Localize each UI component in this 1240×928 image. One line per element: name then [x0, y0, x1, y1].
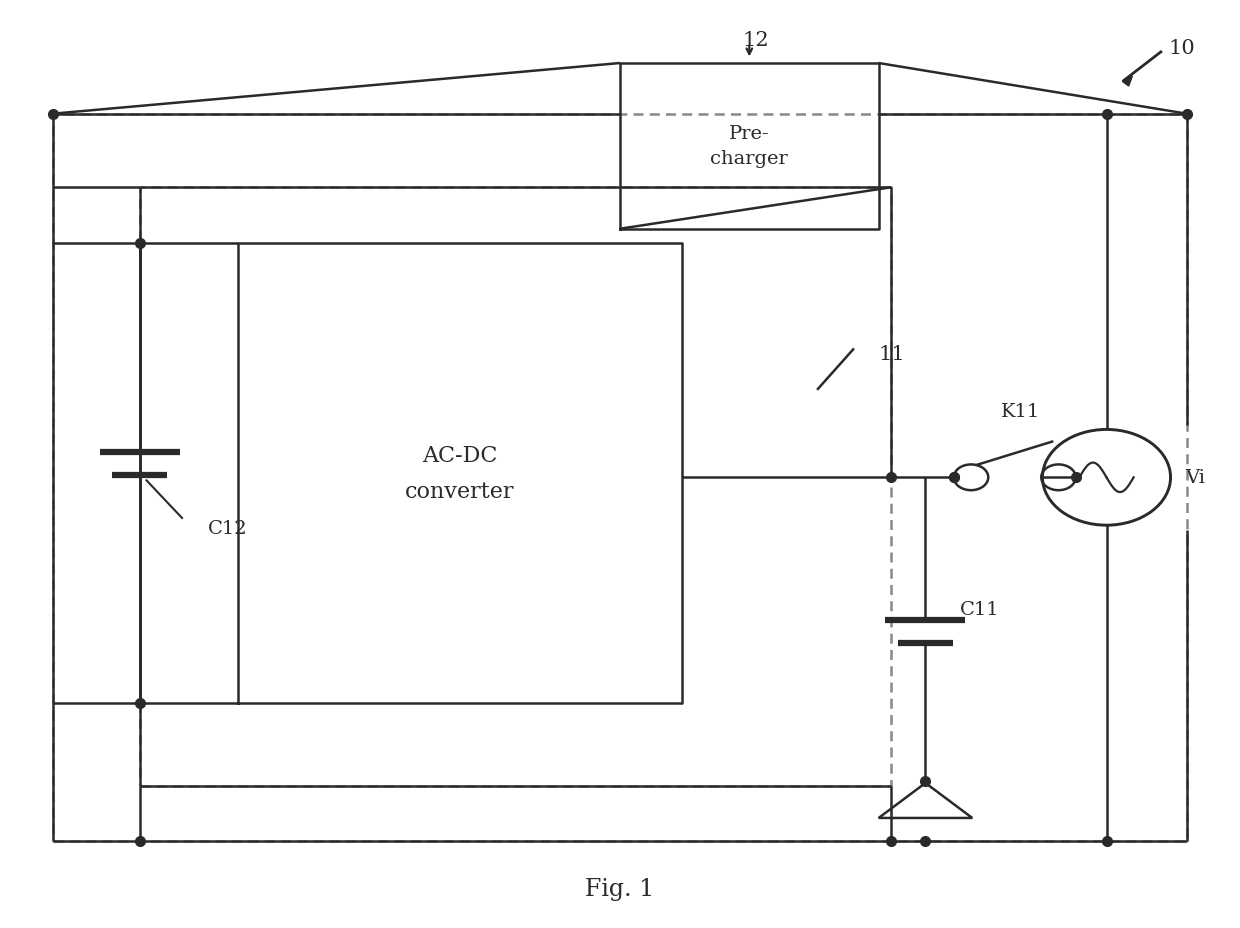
Text: AC-DC
converter: AC-DC converter	[405, 445, 515, 502]
Text: Pre-
charger: Pre- charger	[711, 125, 789, 168]
Text: K11: K11	[1001, 403, 1040, 420]
Text: C11: C11	[960, 599, 999, 618]
Text: Fig. 1: Fig. 1	[585, 877, 655, 900]
Polygon shape	[1122, 77, 1132, 87]
Text: C12: C12	[207, 520, 247, 537]
Text: 10: 10	[1168, 39, 1195, 58]
Text: Vi: Vi	[1185, 469, 1205, 487]
Text: 11: 11	[879, 344, 905, 363]
Text: 12: 12	[743, 32, 769, 50]
